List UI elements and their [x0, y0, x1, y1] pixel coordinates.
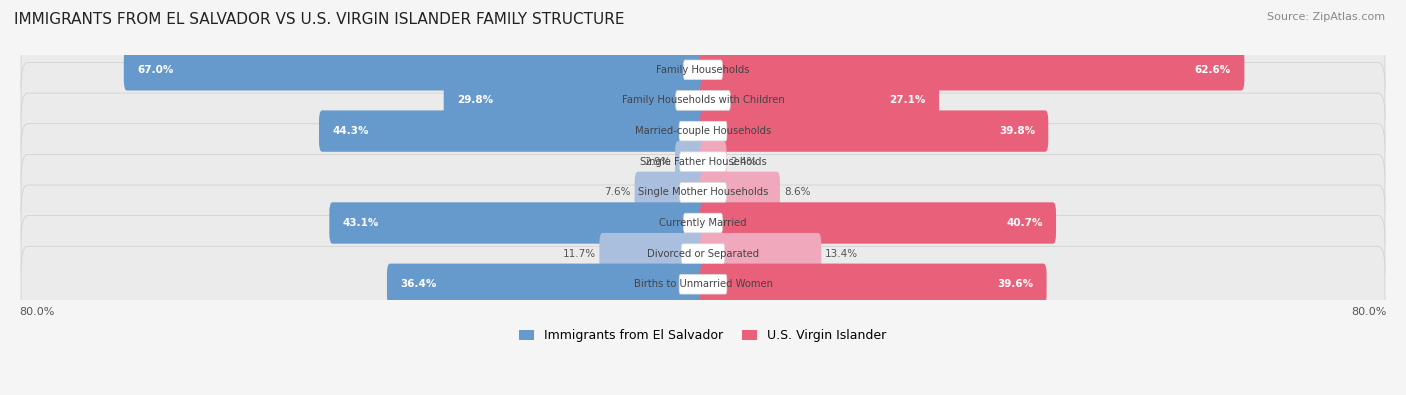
Text: Births to Unmarried Women: Births to Unmarried Women — [634, 279, 772, 289]
Text: Currently Married: Currently Married — [659, 218, 747, 228]
Text: 67.0%: 67.0% — [138, 65, 173, 75]
FancyBboxPatch shape — [700, 202, 1056, 244]
FancyBboxPatch shape — [21, 93, 1385, 169]
FancyBboxPatch shape — [700, 80, 939, 121]
Text: Married-couple Households: Married-couple Households — [636, 126, 770, 136]
Legend: Immigrants from El Salvador, U.S. Virgin Islander: Immigrants from El Salvador, U.S. Virgin… — [515, 324, 891, 347]
FancyBboxPatch shape — [679, 182, 727, 202]
FancyBboxPatch shape — [679, 152, 727, 171]
FancyBboxPatch shape — [599, 233, 706, 274]
FancyBboxPatch shape — [679, 121, 727, 141]
FancyBboxPatch shape — [444, 80, 706, 121]
Text: 29.8%: 29.8% — [457, 96, 494, 105]
FancyBboxPatch shape — [387, 263, 706, 305]
FancyBboxPatch shape — [700, 49, 1244, 90]
FancyBboxPatch shape — [679, 275, 727, 294]
FancyBboxPatch shape — [21, 32, 1385, 108]
Text: 44.3%: 44.3% — [332, 126, 368, 136]
FancyBboxPatch shape — [675, 141, 706, 182]
FancyBboxPatch shape — [21, 124, 1385, 200]
Text: Divorced or Separated: Divorced or Separated — [647, 248, 759, 259]
Text: 11.7%: 11.7% — [562, 248, 596, 259]
Text: Single Father Households: Single Father Households — [640, 157, 766, 167]
FancyBboxPatch shape — [682, 244, 724, 263]
Text: 39.8%: 39.8% — [998, 126, 1035, 136]
FancyBboxPatch shape — [634, 172, 706, 213]
FancyBboxPatch shape — [700, 141, 727, 182]
Text: Family Households with Children: Family Households with Children — [621, 96, 785, 105]
FancyBboxPatch shape — [676, 90, 730, 110]
FancyBboxPatch shape — [21, 216, 1385, 292]
FancyBboxPatch shape — [124, 49, 706, 90]
Text: 40.7%: 40.7% — [1007, 218, 1043, 228]
Text: 62.6%: 62.6% — [1195, 65, 1232, 75]
FancyBboxPatch shape — [700, 263, 1046, 305]
Text: 13.4%: 13.4% — [825, 248, 858, 259]
Text: IMMIGRANTS FROM EL SALVADOR VS U.S. VIRGIN ISLANDER FAMILY STRUCTURE: IMMIGRANTS FROM EL SALVADOR VS U.S. VIRG… — [14, 12, 624, 27]
FancyBboxPatch shape — [21, 185, 1385, 261]
Text: 2.4%: 2.4% — [731, 157, 756, 167]
Text: Source: ZipAtlas.com: Source: ZipAtlas.com — [1267, 12, 1385, 22]
FancyBboxPatch shape — [21, 62, 1385, 138]
Text: 39.6%: 39.6% — [997, 279, 1033, 289]
FancyBboxPatch shape — [683, 213, 723, 233]
FancyBboxPatch shape — [319, 111, 706, 152]
Text: Single Mother Households: Single Mother Households — [638, 187, 768, 198]
Text: 2.9%: 2.9% — [645, 157, 671, 167]
FancyBboxPatch shape — [21, 246, 1385, 322]
FancyBboxPatch shape — [700, 111, 1049, 152]
FancyBboxPatch shape — [700, 233, 821, 274]
Text: 7.6%: 7.6% — [605, 187, 631, 198]
FancyBboxPatch shape — [21, 154, 1385, 230]
Text: 80.0%: 80.0% — [20, 307, 55, 317]
Text: 80.0%: 80.0% — [1351, 307, 1386, 317]
FancyBboxPatch shape — [683, 60, 723, 80]
Text: 36.4%: 36.4% — [401, 279, 437, 289]
Text: Family Households: Family Households — [657, 65, 749, 75]
Text: 8.6%: 8.6% — [783, 187, 810, 198]
Text: 43.1%: 43.1% — [343, 218, 380, 228]
FancyBboxPatch shape — [700, 172, 780, 213]
FancyBboxPatch shape — [329, 202, 706, 244]
Text: 27.1%: 27.1% — [890, 96, 925, 105]
